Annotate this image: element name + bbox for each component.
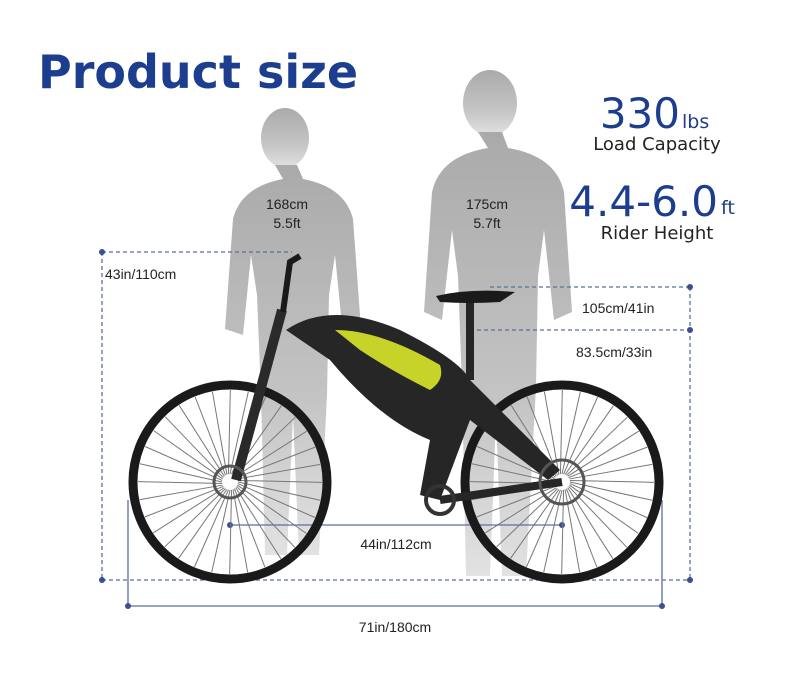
- spoke: [178, 405, 225, 477]
- rider-silhouette: [225, 108, 361, 555]
- rider-height-ft: 5.5ft: [273, 215, 300, 231]
- spoke: [139, 484, 223, 501]
- dimension-label: 105cm/41in: [582, 300, 654, 316]
- bike: [128, 253, 664, 584]
- dimension-label: 83.5cm/33in: [576, 344, 652, 360]
- load-unit: lbs: [682, 111, 709, 133]
- spoke: [235, 430, 307, 477]
- dimension-label: 44in/112cm: [360, 536, 431, 552]
- spoke: [237, 481, 321, 501]
- spoke: [233, 488, 266, 568]
- spoke: [236, 446, 316, 479]
- spoke: [144, 485, 224, 518]
- load-value: 330: [600, 89, 680, 138]
- spoke: [164, 488, 226, 548]
- rider-height-label: Rider Height: [601, 223, 714, 244]
- rider-height-cm: 168cm: [266, 196, 308, 212]
- spoke: [194, 489, 229, 568]
- spoke: [211, 489, 231, 573]
- spoke: [211, 391, 228, 475]
- spoke: [178, 489, 228, 559]
- spoke: [139, 463, 223, 483]
- spoke: [237, 483, 316, 518]
- spoke: [227, 389, 231, 475]
- dimension-label: 43in/110cm: [105, 266, 176, 282]
- spoke: [232, 489, 249, 573]
- spoke: [153, 487, 225, 534]
- spoke: [194, 396, 227, 476]
- dimension-lines: [99, 249, 693, 609]
- rider-height-unit: ft: [721, 197, 735, 219]
- dimension-label: 71in/180cm: [359, 619, 431, 635]
- spoke: [164, 416, 224, 478]
- rider-height-value: 4.4-6.0: [569, 177, 718, 226]
- spoke: [237, 463, 321, 480]
- spoke: [237, 484, 307, 534]
- rider-height-ft: 5.7ft: [473, 215, 500, 231]
- spoke: [237, 479, 323, 483]
- spoke: [229, 489, 233, 575]
- rider-silhouette: [424, 70, 572, 576]
- spoke: [144, 446, 223, 481]
- spoke: [235, 487, 282, 559]
- spoke: [153, 430, 223, 480]
- rider-height-cm: 175cm: [466, 196, 508, 212]
- title: Product size: [38, 45, 358, 99]
- spoke: [229, 391, 249, 475]
- spoke: [137, 481, 223, 485]
- load-label: Load Capacity: [593, 134, 721, 155]
- spoke: [236, 486, 296, 548]
